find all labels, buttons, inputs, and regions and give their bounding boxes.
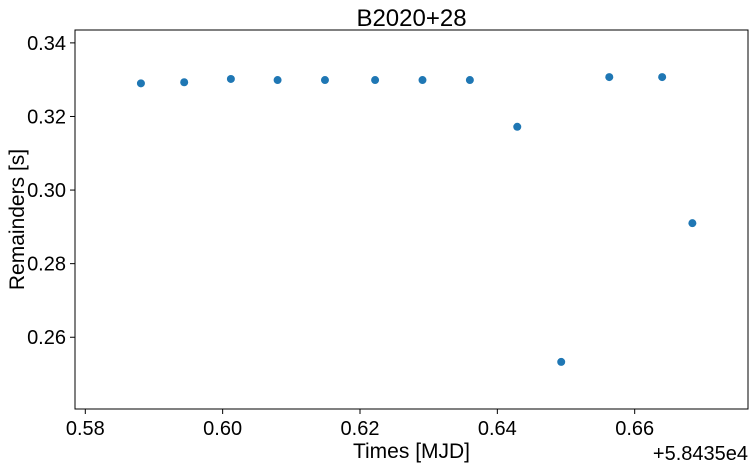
data-point bbox=[320, 76, 329, 85]
x-tick-label: 0.60 bbox=[203, 418, 242, 440]
data-point bbox=[180, 78, 189, 87]
y-axis-label: Remainders [s] bbox=[6, 149, 29, 290]
data-point bbox=[226, 74, 235, 83]
data-point bbox=[513, 122, 522, 131]
data-point bbox=[658, 73, 667, 82]
x-axis-label: Times [MJD] bbox=[353, 440, 470, 463]
y-tick-label: 0.26 bbox=[27, 327, 66, 349]
data-point bbox=[273, 76, 282, 85]
data-point bbox=[605, 73, 614, 82]
plot-area bbox=[74, 29, 749, 410]
data-point bbox=[557, 357, 566, 366]
x-tick-label: 0.66 bbox=[615, 418, 654, 440]
chart-title: B2020+28 bbox=[356, 5, 466, 32]
x-offset-label: +5.8435e4 bbox=[653, 443, 748, 465]
data-point bbox=[465, 76, 474, 85]
y-tick-label: 0.32 bbox=[27, 106, 66, 128]
data-point bbox=[371, 76, 380, 85]
data-point bbox=[688, 219, 697, 228]
x-tick-label: 0.58 bbox=[66, 418, 105, 440]
data-points bbox=[136, 73, 697, 366]
y-tick-label: 0.34 bbox=[27, 33, 66, 55]
y-tick-label: 0.28 bbox=[27, 254, 66, 276]
x-tick-label: 0.62 bbox=[341, 418, 380, 440]
y-axis-ticks: 0.26 0.28 0.30 0.32 0.34 bbox=[27, 33, 75, 349]
x-tick-label: 0.64 bbox=[478, 418, 517, 440]
x-axis-ticks: 0.58 0.60 0.62 0.64 0.66 bbox=[66, 409, 654, 440]
data-point bbox=[136, 79, 145, 88]
y-tick-label: 0.30 bbox=[27, 180, 66, 202]
data-point bbox=[418, 76, 427, 85]
